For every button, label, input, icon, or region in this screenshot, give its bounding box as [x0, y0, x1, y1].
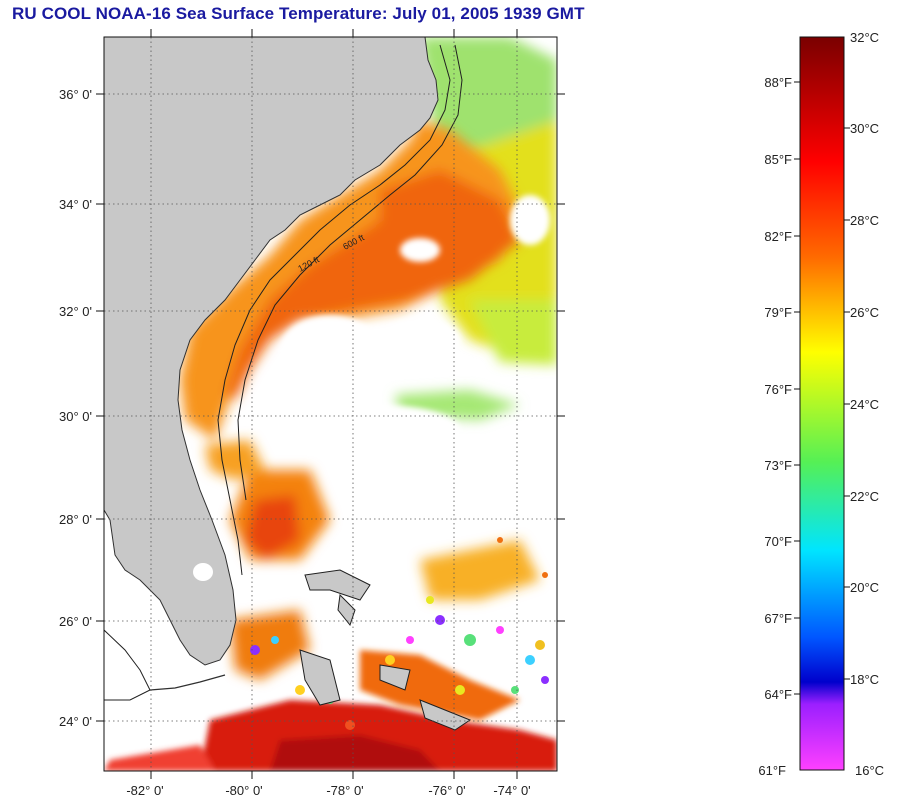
lat-label: 36° 0' [59, 87, 92, 102]
lat-label: 28° 0' [59, 512, 92, 527]
lat-label: 24° 0' [59, 714, 92, 729]
florida-keys [149, 674, 226, 691]
bahamas-islands [299, 569, 472, 731]
lon-label: -80° 0' [225, 783, 262, 798]
cloud-patches [270, 195, 550, 455]
lat-label: 32° 0' [59, 304, 92, 319]
map-title: RU COOL NOAA-16 Sea Surface Temperature:… [12, 4, 585, 23]
bathymetry-contours [104, 44, 463, 701]
lat-label: 34° 0' [59, 197, 92, 212]
us-east-coast-land [104, 37, 439, 666]
map-frame [103, 36, 558, 772]
lake-okeechobee [193, 563, 213, 581]
lon-label: -74° 0' [493, 783, 530, 798]
lat-label: 26° 0' [59, 614, 92, 629]
lat-label: 30° 0' [59, 409, 92, 424]
axis-ticks [96, 29, 565, 779]
warm-waters [180, 120, 540, 680]
southern-warm-waters [104, 650, 557, 771]
lon-label: -82° 0' [126, 783, 163, 798]
speckle-patches [250, 537, 549, 730]
lon-label: -78° 0' [326, 783, 363, 798]
graticule [104, 37, 557, 771]
lon-label: -76° 0' [428, 783, 465, 798]
